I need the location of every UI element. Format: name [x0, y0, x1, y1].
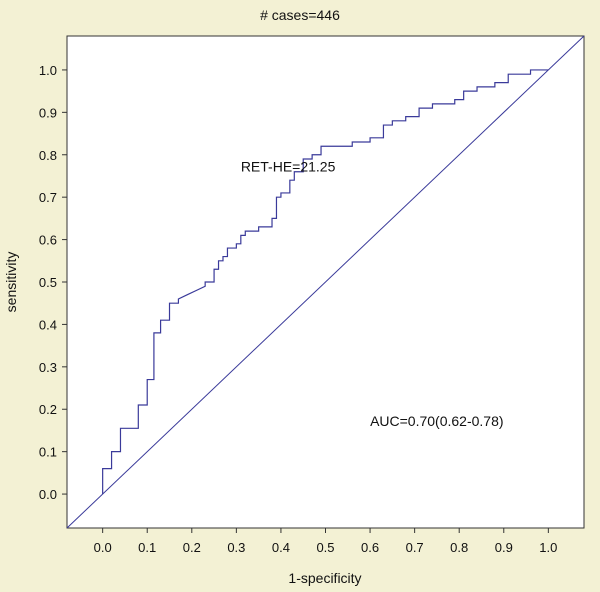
y-tick-label: 0.4: [39, 317, 57, 332]
diagonal-reference-line: [66, 35, 585, 529]
x-tick-label: 0.6: [361, 540, 379, 555]
x-tick-label: 0.5: [316, 540, 334, 555]
reference-diagonal: [66, 35, 585, 529]
x-tick-label: 0.2: [183, 540, 201, 555]
annotation-label: RET-HE=21.25: [241, 159, 336, 175]
y-tick-label: 0.0: [39, 487, 57, 502]
y-tick-label: 0.8: [39, 148, 57, 163]
x-tick-label: 0.9: [495, 540, 513, 555]
x-tick-label: 0.8: [450, 540, 468, 555]
y-axis-title: sensitivity: [3, 252, 19, 313]
y-tick-label: 0.7: [39, 190, 57, 205]
roc-series: [102, 69, 549, 495]
y-tick-label: 0.1: [39, 445, 57, 460]
y-tick-label: 0.6: [39, 233, 57, 248]
y-tick-label: 0.5: [39, 275, 57, 290]
annotations: RET-HE=21.25 AUC=0.70(0.62-0.78): [241, 159, 504, 429]
axis-ticks: 0.0 0.1 0.2 0.3 0.4 0.5 0.6 0.7 0.8 0.9 1.0 0.0 0.1 0…: [39, 63, 557, 555]
x-tick-label: 0.0: [94, 540, 112, 555]
x-tick-label: 0.4: [272, 540, 290, 555]
x-axis-title: 1-specificity: [288, 570, 361, 586]
chart-title: # cases=446: [260, 7, 340, 23]
y-tick-label: 1.0: [39, 63, 57, 78]
annotation-label: AUC=0.70(0.62-0.78): [370, 413, 503, 429]
y-tick-label: 0.2: [39, 402, 57, 417]
x-tick-label: 0.3: [227, 540, 245, 555]
y-tick-label: 0.9: [39, 105, 57, 120]
x-tick-label: 0.1: [138, 540, 156, 555]
y-tick-label: 0.3: [39, 360, 57, 375]
roc-curve-line: [102, 69, 549, 495]
x-tick-label: 0.7: [406, 540, 424, 555]
x-tick-label: 1.0: [539, 540, 557, 555]
